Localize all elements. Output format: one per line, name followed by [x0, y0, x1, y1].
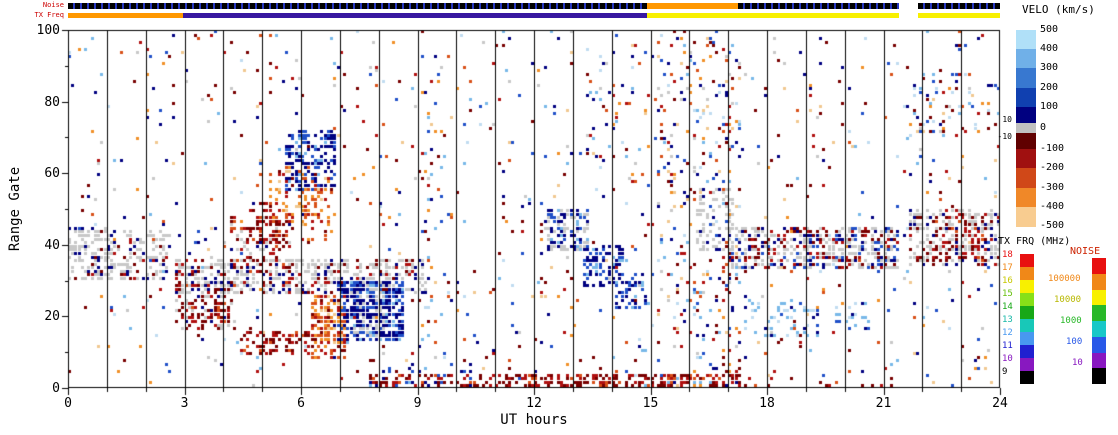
velocity-colorbar-label: -400 — [1040, 200, 1065, 212]
txfreq-colorbar-label: 10 — [1002, 354, 1013, 364]
x-tick-label: 15 — [642, 396, 659, 411]
noise-strip — [68, 3, 1000, 9]
noise-colorbar-label: 10 — [1072, 358, 1083, 368]
txfreq-colorbar-label: 16 — [1002, 276, 1013, 286]
strip-segment — [918, 3, 1000, 9]
txfreq-colorbar-title: TX FRQ (MHz) — [998, 236, 1071, 247]
colorbar-segment — [1016, 68, 1036, 89]
colorbar-segment — [1092, 273, 1106, 290]
noise-strip-label: Noise — [42, 1, 64, 9]
x-tick-label: 24 — [992, 396, 1008, 411]
velocity-colorbar-label: 500 — [1040, 24, 1059, 35]
strip-segment — [737, 3, 900, 9]
colorbar-segment — [1016, 87, 1036, 108]
colorbar-segment — [1016, 30, 1036, 50]
velocity-threshold-label: 10 — [1002, 115, 1012, 125]
colorbar-segment — [1016, 206, 1036, 227]
noise-colorbar-label: 10000 — [1054, 295, 1082, 305]
velocity-colorbar-label: -500 — [1040, 220, 1065, 231]
noise-colorbar-label: 100 — [1066, 337, 1083, 347]
txfreq-colorbar — [1020, 254, 1034, 384]
colorbar-segment — [1020, 293, 1034, 306]
y-tick-label: 80 — [44, 94, 60, 110]
strip-segment — [646, 3, 738, 9]
y-tick-label: 0 — [52, 381, 60, 396]
velocity-colorbar-label: -300 — [1040, 181, 1065, 193]
colorbar-segment — [1016, 123, 1036, 134]
txfreq-colorbar-label: 11 — [1002, 341, 1013, 351]
colorbar-segment — [1020, 306, 1034, 319]
x-tick-label: 0 — [64, 396, 72, 411]
velocity-threshold-label: -10 — [997, 131, 1012, 141]
velocity-colorbar-label: -100 — [1040, 143, 1065, 155]
x-tick-label: 21 — [875, 396, 892, 411]
strip-segment — [182, 13, 647, 18]
y-axis-title: Range Gate — [7, 166, 23, 252]
velocity-colorbar-label: 200 — [1040, 81, 1059, 93]
x-axis-title: UT hours — [500, 412, 568, 428]
colorbar-segment — [1092, 289, 1106, 306]
colorbar-segment — [1020, 345, 1034, 358]
x-tick-label: 6 — [297, 396, 305, 411]
colorbar-segment — [1020, 280, 1034, 293]
colorbar-segment — [1020, 319, 1034, 332]
colorbar-segment — [1016, 49, 1036, 70]
y-tick-label: 100 — [36, 23, 60, 38]
velocity-colorbar-label: 300 — [1040, 62, 1059, 74]
colorbar-segment — [1016, 187, 1036, 208]
txfreq-colorbar-label: 17 — [1002, 263, 1013, 273]
txfreq-colorbar-label: 12 — [1002, 328, 1013, 338]
txfreq-strip — [68, 13, 1000, 18]
colorbar-segment — [1020, 267, 1034, 280]
colorbar-segment — [1016, 132, 1036, 150]
velocity-colorbar-label: 400 — [1040, 43, 1059, 55]
velocity-colorbar — [1016, 30, 1036, 227]
strip-segment — [68, 3, 647, 9]
noise-colorbar-label: 1000 — [1060, 316, 1082, 326]
colorbar-segment — [1020, 332, 1034, 345]
velocity-colorbar-title: VELO (km/s) — [1022, 3, 1095, 16]
y-tick-label: 20 — [44, 309, 60, 325]
strip-segment — [646, 13, 900, 18]
x-tick-label: 18 — [759, 396, 775, 411]
colorbar-segment — [1020, 358, 1034, 371]
colorbar-segment — [1092, 352, 1106, 369]
x-tick-label: 3 — [180, 396, 189, 411]
colorbar-segment — [1092, 305, 1106, 322]
noise-colorbar-label: 100000 — [1048, 274, 1081, 284]
colorbar-segment — [1092, 336, 1106, 353]
colorbar-segment — [1092, 321, 1106, 337]
txfreq-colorbar-label: 14 — [1002, 302, 1013, 312]
colorbar-segment — [1016, 168, 1036, 189]
x-tick-label: 12 — [526, 396, 542, 411]
velocity-colorbar-label: 100 — [1040, 100, 1059, 112]
noise-colorbar — [1092, 258, 1106, 385]
velocity-colorbar-label: 0 — [1040, 122, 1047, 133]
colorbar-segment — [1092, 368, 1106, 385]
colorbar-segment — [1020, 254, 1034, 267]
y-tick-label: 40 — [44, 237, 60, 253]
x-tick-label: 9 — [413, 396, 422, 411]
txfreq-strip-label: TX Freq — [34, 11, 64, 19]
velocity-colorbar-label: -200 — [1040, 162, 1065, 174]
strip-segment — [918, 13, 1000, 18]
colorbar-segment — [1016, 149, 1036, 170]
txfreq-colorbar-label: 15 — [1002, 289, 1013, 299]
y-tick-label: 60 — [44, 166, 60, 182]
txfreq-colorbar-label: 13 — [1002, 315, 1013, 325]
txfreq-colorbar-label: 9 — [1002, 367, 1008, 377]
txfreq-colorbar-label: 18 — [1002, 250, 1013, 260]
colorbar-segment — [1092, 258, 1106, 274]
strip-segment — [68, 13, 183, 18]
colorbar-segment — [1016, 106, 1036, 124]
colorbar-segment — [1020, 371, 1034, 384]
noise-colorbar-title: NOISE — [1070, 246, 1101, 257]
